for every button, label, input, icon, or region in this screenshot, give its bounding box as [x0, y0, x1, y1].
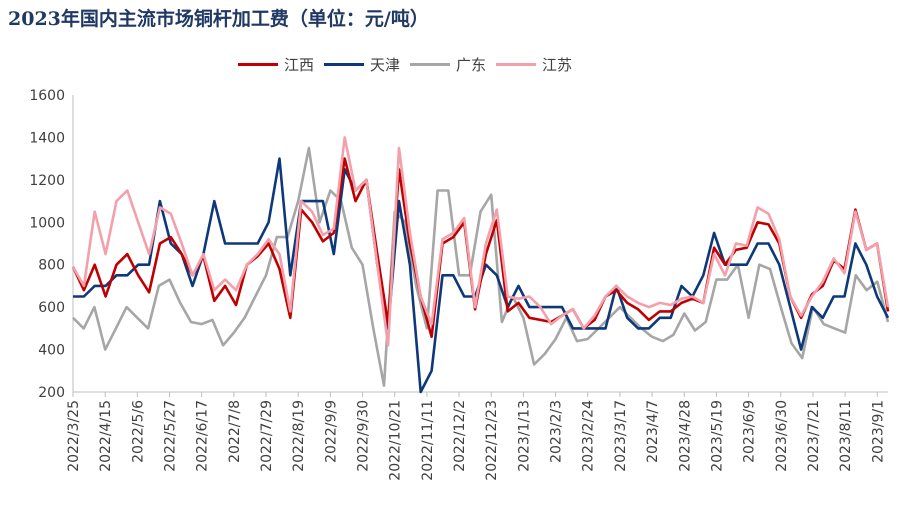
legend-label: 天津: [370, 56, 401, 74]
x-tick-label: 2022/10/21: [388, 400, 404, 481]
y-tick-label: 600: [38, 300, 65, 316]
x-tick-label: 2022/9/9: [323, 400, 339, 463]
legend-item-1: 天津: [324, 54, 400, 75]
legend-swatch: [324, 63, 365, 66]
x-tick-label: 2023/5/19: [709, 400, 725, 472]
x-tick-label: 2022/7/8: [227, 400, 243, 463]
x-tick-label: 2022/7/29: [259, 400, 275, 472]
x-tick-label: 2022/8/19: [291, 400, 307, 472]
x-tick-label: 2023/1/13: [516, 400, 532, 472]
series-line-0: [71, 157, 890, 339]
y-tick-label: 1400: [29, 130, 65, 146]
x-tick-label: 2022/11/11: [420, 400, 436, 481]
legend-label: 广东: [456, 56, 487, 74]
y-tick-label: 400: [38, 343, 65, 359]
legend-item-2: 广东: [410, 54, 486, 75]
x-tick-label: 2023/7/21: [806, 400, 822, 472]
x-tick-label: 2022/5/27: [163, 400, 179, 472]
legend-label: 江西: [284, 56, 315, 74]
x-tick-label: 2022/5/6: [130, 400, 146, 463]
legend-label: 江苏: [542, 56, 573, 74]
x-tick-label: 2023/6/9: [742, 400, 758, 463]
x-tick-label: 2022/12/23: [484, 400, 500, 481]
x-tick-label: 2023/3/17: [613, 400, 629, 472]
y-tick-label: 1200: [29, 173, 65, 189]
x-tick-label: 2022/6/17: [195, 400, 211, 472]
x-tick-label: 2023/6/30: [774, 400, 790, 472]
x-tick-label: 2022/3/25: [66, 400, 82, 472]
x-tick-label: 2023/4/7: [645, 400, 661, 463]
y-tick-label: 1000: [29, 215, 65, 231]
legend-swatch: [496, 63, 537, 66]
x-tick-label: 2022/9/30: [356, 400, 372, 472]
x-tick-label: 2023/2/24: [581, 400, 597, 472]
y-tick-label: 200: [38, 385, 65, 401]
chart-legend: 江西 天津 广东 江苏: [238, 54, 582, 75]
legend-swatch: [238, 63, 278, 66]
x-tick-label: 2022/4/15: [98, 400, 114, 472]
x-tick-label: 2022/12/2: [452, 400, 468, 472]
legend-item-0: 江西: [238, 54, 314, 75]
x-tick-label: 2023/4/28: [677, 400, 693, 472]
series-line-3: [71, 136, 890, 347]
x-tick-label: 2023/9/1: [870, 400, 886, 463]
series-line-2: [72, 146, 890, 387]
x-tick-label: 2023/2/3: [549, 400, 565, 463]
y-tick-label: 1600: [29, 88, 65, 104]
x-tick-label: 2023/8/11: [838, 400, 854, 472]
chart-title: 2023年国内主流市场铜杆加工费（单位：元/吨）: [8, 8, 429, 30]
y-tick-label: 800: [38, 258, 65, 274]
legend-item-3: 江苏: [496, 54, 572, 75]
legend-swatch: [410, 63, 451, 66]
